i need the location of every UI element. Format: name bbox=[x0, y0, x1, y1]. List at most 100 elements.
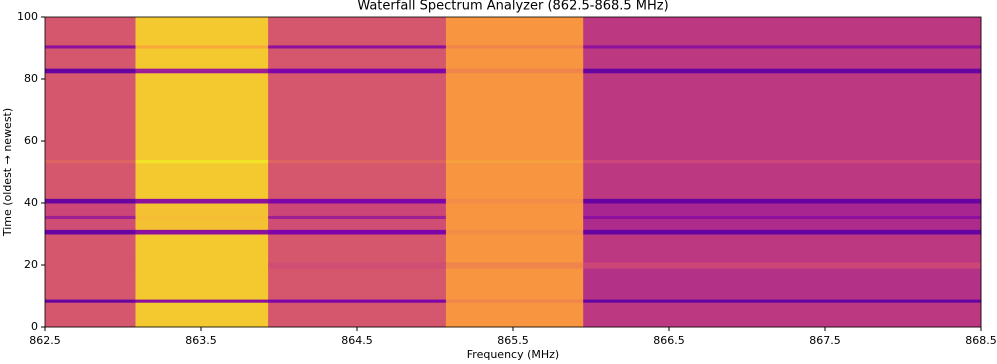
heatmap-cell bbox=[268, 268, 447, 300]
heatmap-cell bbox=[445, 215, 584, 219]
heatmap-cell bbox=[135, 268, 269, 300]
heatmap-cell bbox=[445, 72, 584, 161]
heatmap-cell bbox=[583, 203, 982, 216]
y-tick-label: 100 bbox=[17, 10, 38, 23]
heatmap-cell bbox=[268, 302, 447, 328]
heatmap-cell bbox=[268, 48, 447, 69]
heatmap-cell bbox=[268, 234, 447, 263]
heatmap-cell bbox=[268, 44, 447, 49]
heatmap-cell bbox=[135, 215, 269, 219]
heatmap-cell bbox=[45, 302, 136, 328]
x-tick-label: 862.5 bbox=[29, 334, 61, 347]
heatmap-cell bbox=[583, 215, 982, 219]
heatmap-cell bbox=[45, 229, 136, 235]
heatmap-cell bbox=[135, 302, 269, 328]
heatmap-cell bbox=[583, 302, 982, 328]
heatmap-cell bbox=[45, 299, 136, 303]
heatmap-cell bbox=[445, 198, 584, 204]
heatmap-cell bbox=[45, 198, 136, 204]
heatmap-cell bbox=[135, 44, 269, 49]
heatmap-cell bbox=[135, 229, 269, 235]
y-tick-label: 60 bbox=[24, 134, 38, 147]
heatmap-cell bbox=[45, 268, 136, 300]
y-tick-label: 0 bbox=[31, 320, 38, 333]
heatmap-cell bbox=[583, 299, 982, 303]
heatmap-cell bbox=[583, 268, 982, 300]
heatmap-cell bbox=[45, 17, 136, 46]
heatmap-cell bbox=[45, 162, 136, 199]
x-tick-label: 865.5 bbox=[497, 334, 529, 347]
y-tick-label: 40 bbox=[24, 196, 38, 209]
heatmap-cell bbox=[135, 299, 269, 303]
x-tick-label: 863.5 bbox=[185, 334, 217, 347]
heatmap-cell bbox=[268, 72, 447, 161]
heatmap-cell bbox=[268, 261, 447, 269]
heatmap-cell bbox=[445, 299, 584, 303]
heatmap-cell bbox=[268, 68, 447, 74]
y-tick-label: 80 bbox=[24, 72, 38, 85]
heatmap-cell bbox=[445, 268, 584, 300]
heatmap-cell bbox=[45, 72, 136, 161]
x-tick-label: 867.5 bbox=[809, 334, 841, 347]
heatmap-cell bbox=[583, 261, 982, 269]
heatmap-cell bbox=[445, 218, 584, 230]
heatmap-cell bbox=[268, 17, 447, 46]
heatmap-cell bbox=[445, 234, 584, 263]
heatmap-cell bbox=[45, 261, 136, 269]
heatmap-cell bbox=[268, 299, 447, 303]
heatmap-cell bbox=[268, 218, 447, 230]
heatmap-cell bbox=[445, 48, 584, 69]
heatmap-cell bbox=[135, 72, 269, 161]
heatmap-cell bbox=[583, 198, 982, 204]
axes: 862.5 863.5 864.5 865.5 866.5 867.5 868.5 0 20 40… bbox=[17, 10, 997, 347]
heatmap-cell bbox=[583, 72, 982, 161]
heatmap-cell bbox=[268, 203, 447, 216]
heatmap-cell bbox=[445, 17, 584, 46]
heatmap-cell bbox=[583, 159, 982, 164]
heatmap-cell bbox=[45, 159, 136, 164]
heatmap-cell bbox=[45, 215, 136, 219]
heatmap-cell bbox=[135, 234, 269, 263]
heatmap-cell bbox=[583, 68, 982, 74]
heatmap-cell bbox=[445, 44, 584, 49]
heatmap-cell bbox=[445, 302, 584, 328]
x-axis-label: Frequency (MHz) bbox=[467, 348, 559, 361]
x-tick-label: 864.5 bbox=[341, 334, 373, 347]
heatmap-cell bbox=[445, 203, 584, 216]
heatmap-cell bbox=[135, 48, 269, 69]
heatmap-cell bbox=[45, 203, 136, 216]
heatmap-cell bbox=[45, 44, 136, 49]
heatmap-cell bbox=[268, 215, 447, 219]
heatmap-cell bbox=[583, 48, 982, 69]
heatmap-cell bbox=[45, 218, 136, 230]
heatmap-cell bbox=[135, 218, 269, 230]
heatmap-cell bbox=[135, 203, 269, 216]
heatmap-cell bbox=[135, 68, 269, 74]
heatmap-cell bbox=[268, 198, 447, 204]
y-axis-label: Time (oldest → newest) bbox=[1, 108, 14, 237]
chart-title: Waterfall Spectrum Analyzer (862.5-868.5… bbox=[357, 0, 668, 14]
heatmap-cell bbox=[135, 261, 269, 269]
heatmap-cell bbox=[45, 68, 136, 74]
heatmap-cell bbox=[268, 162, 447, 199]
heatmap-cell bbox=[135, 159, 269, 164]
heatmap bbox=[45, 17, 982, 328]
heatmap-cell bbox=[583, 218, 982, 230]
heatmap-cell bbox=[583, 17, 982, 46]
heatmap-cell bbox=[45, 234, 136, 263]
heatmap-cell bbox=[583, 234, 982, 263]
heatmap-cell bbox=[583, 229, 982, 235]
heatmap-cell bbox=[583, 44, 982, 49]
y-tick-label: 20 bbox=[24, 258, 38, 271]
heatmap-cell bbox=[135, 198, 269, 204]
heatmap-cell bbox=[445, 159, 584, 164]
heatmap-cell bbox=[445, 229, 584, 235]
heatmap-cell bbox=[445, 162, 584, 199]
heatmap-cell bbox=[45, 48, 136, 69]
heatmap-cell bbox=[268, 159, 447, 164]
x-tick-label: 866.5 bbox=[653, 334, 685, 347]
heatmap-cell bbox=[135, 17, 269, 46]
heatmap-cell bbox=[268, 229, 447, 235]
heatmap-cell bbox=[445, 261, 584, 269]
